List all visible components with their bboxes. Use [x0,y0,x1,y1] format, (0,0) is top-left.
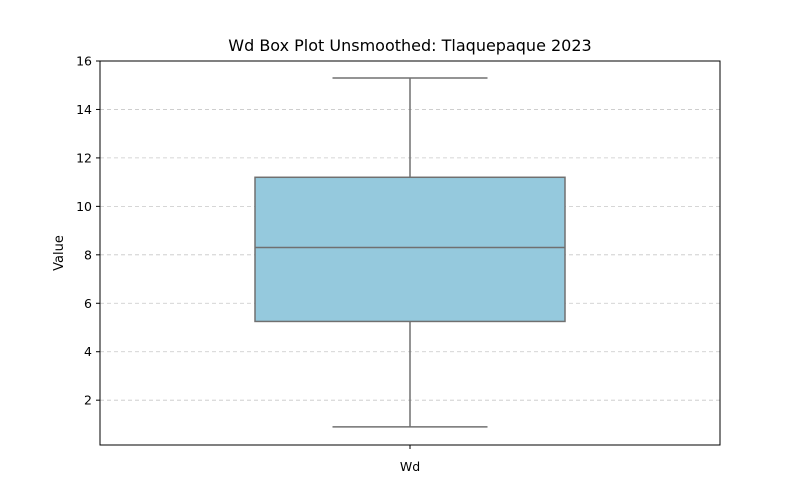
y-tick-label: 12 [76,150,92,165]
y-axis-label: Value [52,235,67,271]
x-tick-label: Wd [400,459,420,474]
y-tick-label: 16 [76,54,92,69]
y-tick-label: 4 [84,344,92,359]
y-tick-label: 14 [76,102,92,117]
x-axis-ticks: Wd [400,445,420,474]
y-tick-label: 10 [76,199,92,214]
chart-title: Wd Box Plot Unsmoothed: Tlaquepaque 2023 [228,36,591,55]
y-tick-label: 6 [84,296,92,311]
y-tick-label: 8 [84,247,92,262]
box-plot [254,77,566,428]
y-tick-label: 2 [84,393,92,408]
y-axis-ticks: 2 4 6 8 10 12 14 16 [76,54,100,408]
box-iqr [254,176,566,323]
